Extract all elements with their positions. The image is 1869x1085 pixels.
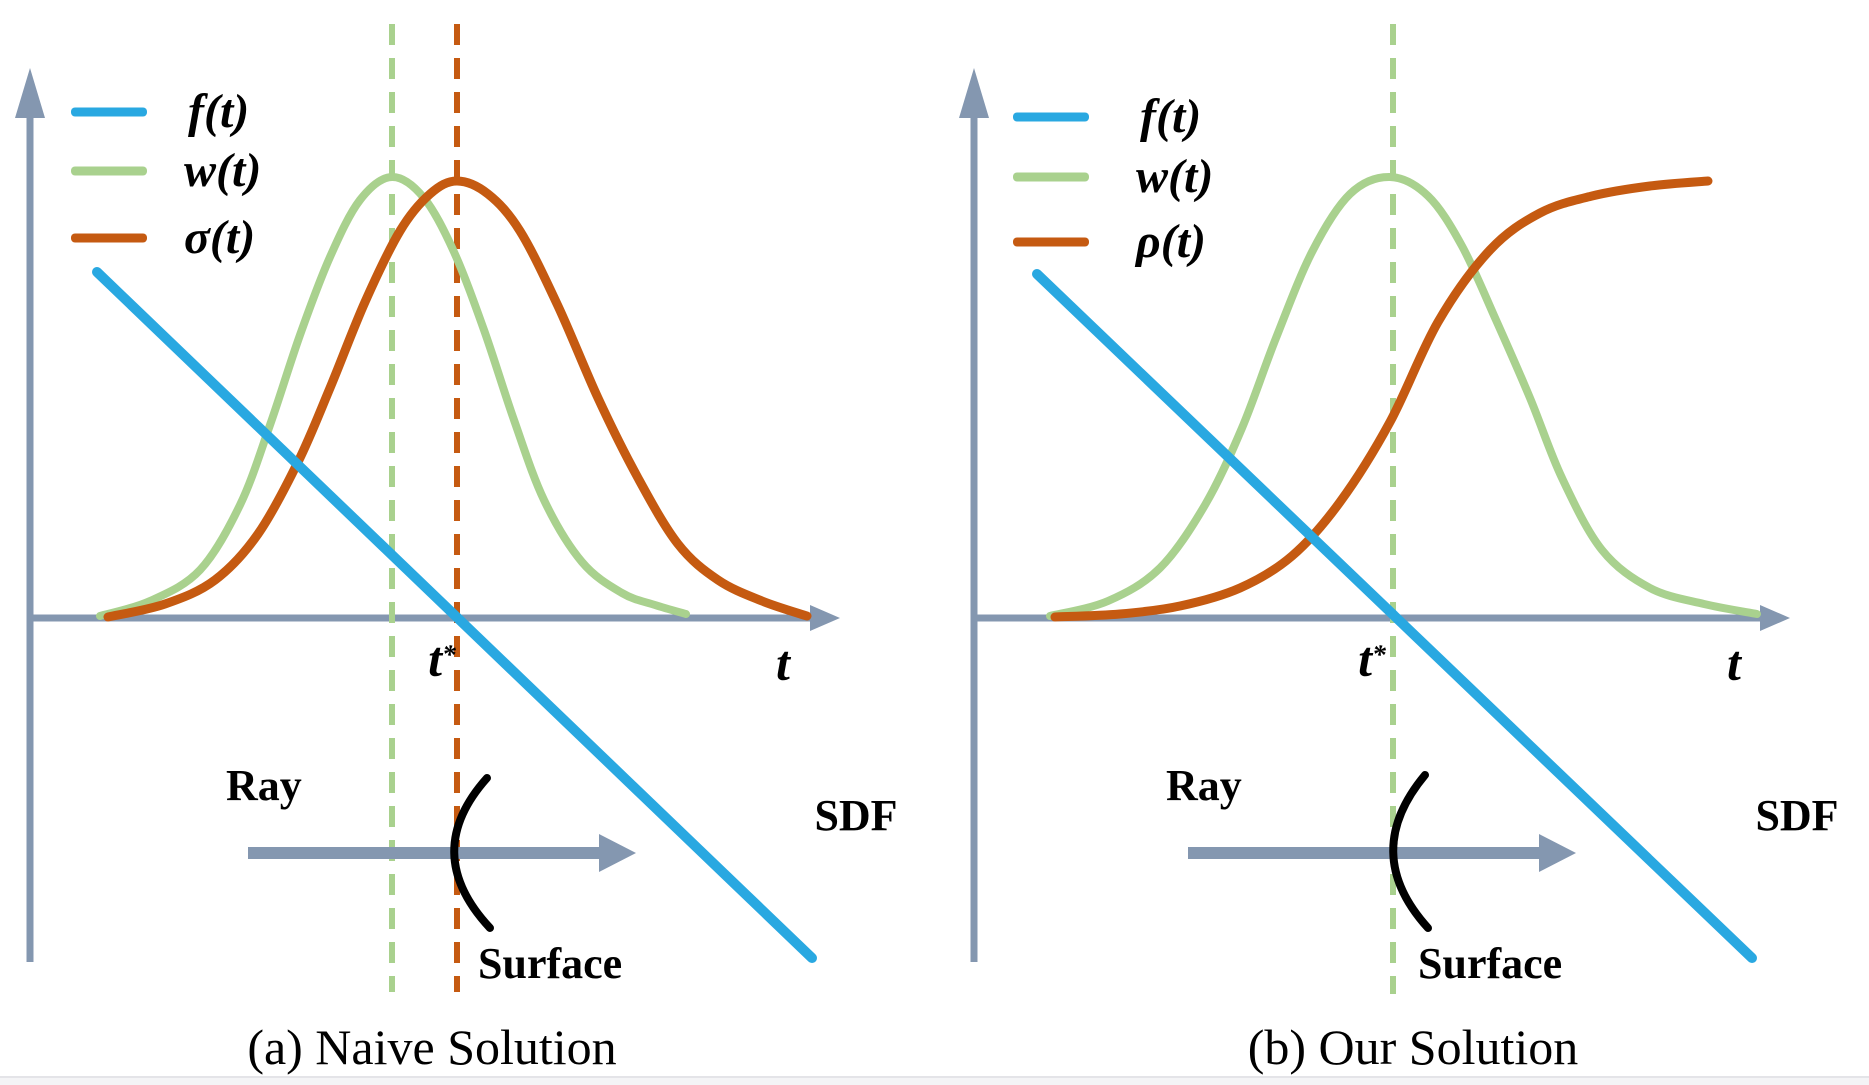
legend-label-rho-b: ρ(t) [1136,215,1207,268]
ray-arrowhead-b [1539,834,1576,872]
legend-label-f-b: f(t) [1140,90,1202,143]
legend-label-f-a: f(t) [188,85,250,138]
x-axis-arrowhead-a [810,605,840,631]
legend-swatch-rho-b [1013,237,1089,247]
t-star-asterisk-a: * [442,638,456,670]
surface-arc-a [450,774,494,932]
t-star-base-b: t [1358,631,1373,687]
sdf-label-b: SDF [1755,791,1839,840]
legend-swatch-f-b [1013,112,1089,122]
curve-σ(t)-a [103,176,812,622]
legend-swatch-w-b [1013,172,1089,182]
x-axis-arrowhead-b [1760,605,1790,631]
legend-label-w-b: w(t) [1136,150,1214,203]
legend-label-w-a: w(t) [184,144,262,197]
curve-ρ(t)-b [1050,176,1713,622]
t-star-base-a: t [428,631,443,687]
t-star-asterisk-b: * [1372,638,1386,670]
ray-label-b: Ray [1166,761,1242,810]
legend-swatch-w-a [71,166,147,176]
legend-label-sigma-a: σ(t) [184,211,256,264]
t-star-label-b: t* [1358,634,1386,684]
curve-f(t)-b [1032,269,1757,963]
y-axis-arrowhead-a [15,68,45,118]
curve-w(t)-a [96,173,690,620]
surface-label-a: Surface [478,939,623,988]
t-star-label-a: t* [428,634,456,684]
surface-arc-b [1389,771,1432,932]
surface-label-b: Surface [1418,939,1563,988]
ray-arrowhead-a [599,834,636,872]
ray-label-a: Ray [226,761,302,810]
curve-f(t)-a [92,267,817,963]
legend-swatch-sigma-a [71,233,147,243]
caption-a: (a) Naive Solution [247,1019,617,1075]
curve-w(t)-b [1046,173,1761,620]
x-axis-label-a: t [776,635,790,691]
caption-b: (b) Our Solution [1247,1019,1579,1075]
x-axis-label-b: t [1727,635,1741,691]
y-axis-arrowhead-b [959,68,989,118]
legend-swatch-f-a [71,107,147,117]
page-bottom-strip [0,1076,1869,1085]
sdf-label-a: SDF [814,791,898,840]
